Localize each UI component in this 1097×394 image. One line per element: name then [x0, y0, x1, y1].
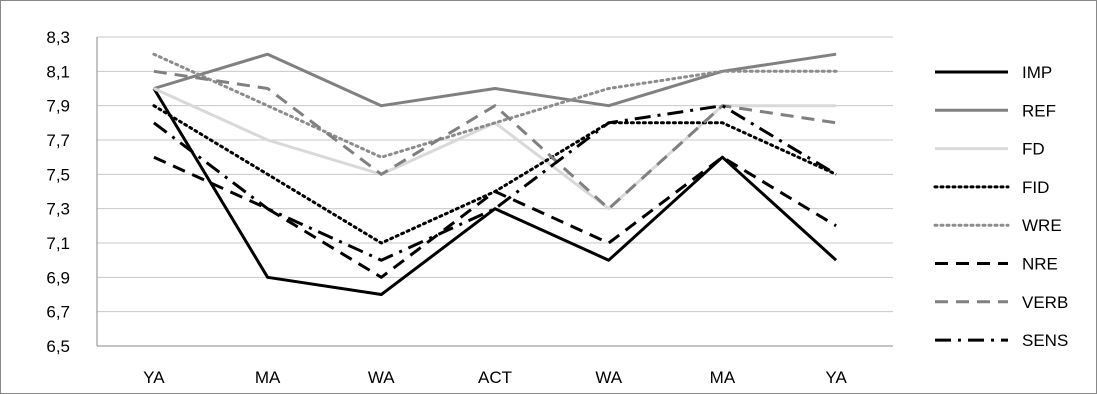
x-tick-label: ACT — [478, 368, 512, 387]
legend-label-verb: VERB — [1022, 293, 1068, 312]
y-tick-label: 6,9 — [46, 268, 70, 287]
series-lines — [152, 52, 838, 296]
y-tick-label: 8,3 — [46, 28, 70, 47]
series-line-wre — [152, 52, 838, 159]
legend-label-fid: FID — [1022, 178, 1049, 197]
y-tick-label: 7,7 — [46, 131, 70, 150]
grid-lines — [96, 36, 893, 347]
legend-label-imp: IMP — [1022, 63, 1052, 82]
x-tick-label: YA — [143, 368, 165, 387]
x-tick-label: WA — [595, 368, 622, 387]
series-line-sens — [152, 104, 837, 262]
y-tick-label: 7,9 — [46, 97, 70, 116]
series-line-nre — [153, 155, 837, 279]
y-tick-label: 7,5 — [46, 165, 70, 184]
legend: IMP REF FD FID WRE NRE VERB SENS — [933, 63, 1068, 350]
y-axis-ticks: 8,3 8,1 7,9 7,7 7,5 7,3 7,1 6,9 6,7 6,5 — [46, 28, 70, 356]
x-tick-label: MA — [710, 368, 736, 387]
y-tick-label: 8,1 — [46, 62, 70, 81]
legend-label-nre: NRE — [1022, 255, 1058, 274]
x-tick-label: MA — [255, 368, 281, 387]
series-line-verb — [153, 69, 837, 211]
y-tick-label: 6,7 — [46, 303, 70, 322]
x-tick-label: YA — [825, 368, 847, 387]
legend-label-ref: REF — [1022, 101, 1056, 120]
series-line-imp — [152, 87, 838, 296]
x-axis-ticks: YA MA WA ACT WA MA YA — [143, 368, 847, 387]
y-tick-label: 6,5 — [46, 337, 70, 356]
y-tick-label: 7,1 — [46, 234, 70, 253]
legend-label-sens: SENS — [1022, 331, 1068, 350]
legend-label-wre: WRE — [1022, 216, 1062, 235]
x-tick-label: WA — [368, 368, 395, 387]
y-tick-label: 7,3 — [46, 200, 70, 219]
legend-label-fd: FD — [1022, 140, 1045, 159]
